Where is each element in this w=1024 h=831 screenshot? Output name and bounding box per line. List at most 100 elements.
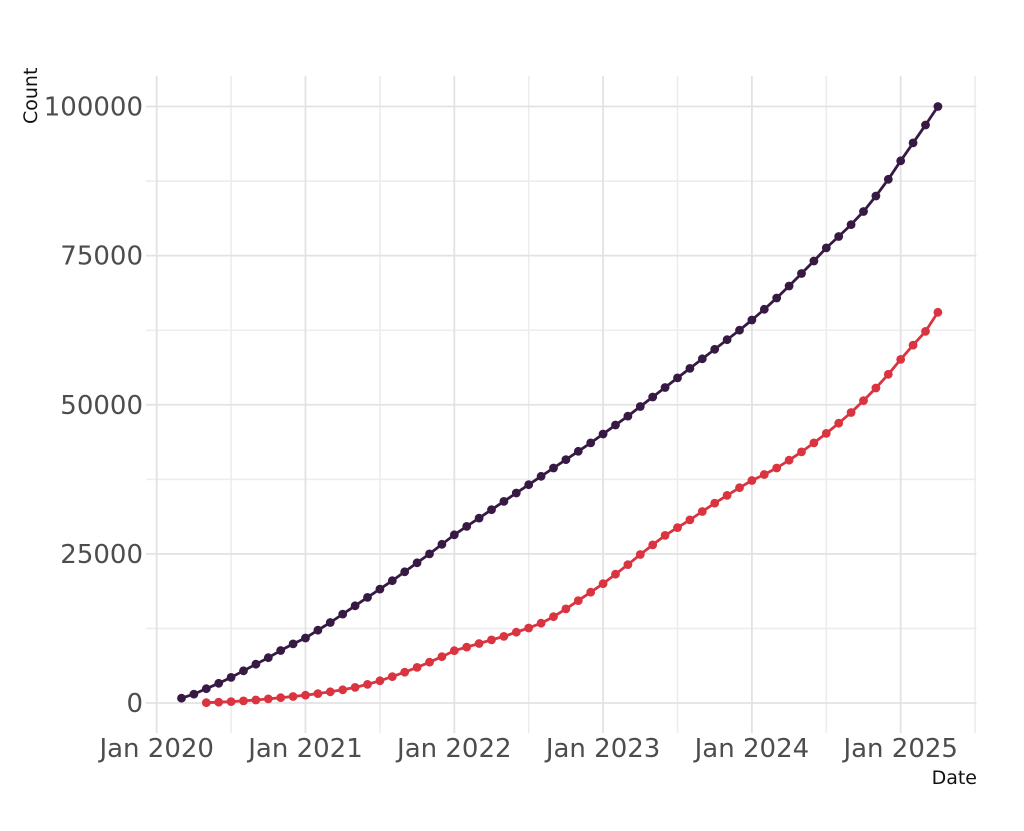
data-point-series-dark <box>797 269 806 278</box>
data-point-series-red <box>288 692 298 701</box>
data-point-series-dark <box>214 678 224 688</box>
data-point-series-dark <box>660 383 670 392</box>
x-tick-label: Jan 2025 <box>841 734 958 764</box>
data-point-series-dark <box>710 344 720 354</box>
data-point-series-dark <box>263 653 273 663</box>
x-tick-label: Jan 2022 <box>395 734 512 764</box>
data-point-series-red <box>623 560 633 569</box>
data-point-series-red <box>697 507 707 516</box>
data-point-series-dark <box>685 364 695 373</box>
data-point-series-red <box>251 695 261 705</box>
data-point-series-dark <box>561 455 571 464</box>
data-point-series-red <box>809 438 819 448</box>
data-point-series-red <box>561 604 571 614</box>
data-point-series-dark <box>251 659 261 669</box>
data-point-series-dark <box>350 601 360 611</box>
data-point-series-red <box>437 652 447 662</box>
data-point-series-red <box>313 689 323 698</box>
data-point-series-red <box>499 632 509 641</box>
data-point-series-red <box>921 327 930 336</box>
data-point-series-dark <box>536 471 546 481</box>
line-series-dark <box>180 105 940 700</box>
data-point-series-red <box>598 579 608 589</box>
data-point-series-dark <box>437 539 447 549</box>
data-point-series-dark <box>313 625 323 635</box>
data-point-series-dark <box>747 315 757 325</box>
data-point-series-dark <box>325 618 335 627</box>
data-point-series-red <box>611 569 620 579</box>
data-point-series-dark <box>921 120 930 130</box>
data-point-series-dark <box>288 639 298 649</box>
data-point-series-dark <box>573 446 583 456</box>
y-tick-label: 75000 <box>60 242 143 272</box>
data-point-series-dark <box>611 420 620 430</box>
data-point-series-dark <box>524 480 534 490</box>
data-point-series-red <box>685 515 695 525</box>
data-point-series-red <box>325 687 335 697</box>
data-point-series-red <box>462 642 472 652</box>
y-tick-label: 0 <box>126 689 143 719</box>
data-point-series-red <box>524 623 534 633</box>
data-point-series-dark <box>697 354 707 364</box>
data-point-series-dark <box>499 497 509 506</box>
data-point-series-dark <box>363 593 372 602</box>
data-point-series-red <box>797 447 806 457</box>
data-point-series-red <box>747 476 757 485</box>
data-point-series-dark <box>821 243 831 253</box>
x-tick-label: Jan 2023 <box>544 734 661 764</box>
data-point-series-dark <box>487 505 496 515</box>
data-point-series-dark <box>177 693 186 703</box>
data-point-series-dark <box>338 609 348 619</box>
data-point-series-red <box>722 491 732 500</box>
data-point-series-red <box>759 470 769 479</box>
data-point-series-red <box>449 646 459 656</box>
data-point-series-red <box>772 463 782 473</box>
data-point-series-dark <box>759 304 769 314</box>
data-point-series-red <box>201 698 211 708</box>
data-point-series-dark <box>772 293 782 303</box>
data-point-series-dark <box>474 513 484 523</box>
data-point-series-dark <box>784 281 794 291</box>
data-point-series-red <box>276 693 286 703</box>
data-point-series-red <box>710 498 720 508</box>
data-point-series-dark <box>635 402 645 411</box>
data-point-series-red <box>883 369 893 379</box>
data-point-series-red <box>338 685 348 695</box>
data-point-series-red <box>226 697 236 706</box>
data-point-series-dark <box>673 373 682 383</box>
data-point-series-red <box>573 596 583 605</box>
data-point-series-dark <box>511 488 521 498</box>
data-point-series-red <box>387 672 397 681</box>
data-point-series-red <box>735 483 744 493</box>
data-point-series-dark <box>735 325 744 335</box>
data-point-series-red <box>648 540 658 550</box>
data-point-series-red <box>549 612 558 622</box>
y-tick-label: 25000 <box>60 540 143 570</box>
data-point-series-red <box>511 627 521 637</box>
data-point-series-red <box>859 396 868 405</box>
x-tick-label: Jan 2021 <box>246 734 363 764</box>
data-point-series-red <box>834 418 844 428</box>
data-point-series-dark <box>623 411 633 421</box>
data-point-series-red <box>350 683 360 692</box>
data-point-series-red <box>375 676 385 686</box>
data-point-series-dark <box>722 335 732 345</box>
data-point-series-dark <box>301 633 310 643</box>
data-point-series-dark <box>908 138 918 148</box>
data-point-series-red <box>660 531 670 540</box>
y-tick-label: 100000 <box>44 93 143 123</box>
data-point-series-red <box>239 696 248 706</box>
data-point-series-dark <box>586 438 596 448</box>
data-point-series-dark <box>846 220 856 230</box>
data-point-series-red <box>635 550 645 559</box>
data-point-series-dark <box>449 530 459 540</box>
x-tick-label: Jan 2024 <box>693 734 810 764</box>
data-point-series-dark <box>412 558 422 568</box>
data-point-series-red <box>474 639 484 648</box>
data-point-series-dark <box>648 392 658 402</box>
data-point-series-dark <box>598 429 608 439</box>
data-point-series-dark <box>834 232 844 241</box>
data-point-series-dark <box>226 673 236 682</box>
